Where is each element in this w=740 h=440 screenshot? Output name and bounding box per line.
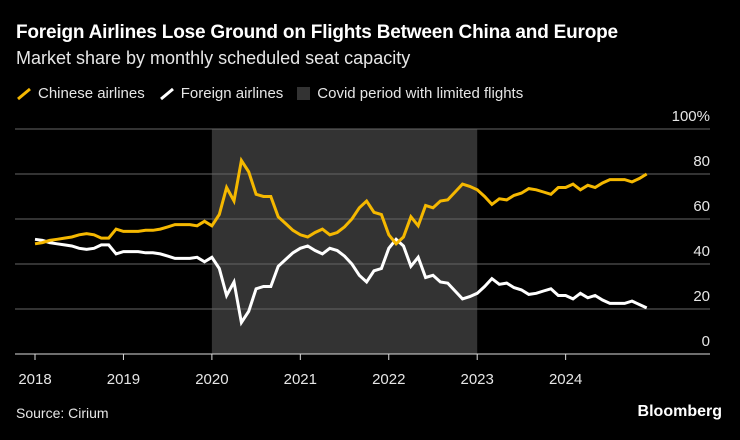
legend-swatch-foreign	[159, 87, 174, 100]
y-tick-label: 80	[693, 153, 710, 170]
y-tick-label: 0	[702, 333, 710, 350]
legend-item-foreign: Foreign airlines	[159, 85, 284, 102]
legend-label: Foreign airlines	[180, 85, 284, 102]
legend-label: Covid period with limited flights	[317, 85, 524, 102]
legend-label: Chinese airlines	[38, 85, 145, 102]
legend-swatch-chinese	[17, 87, 31, 100]
x-tick-label: 2021	[284, 371, 317, 388]
x-tick-label: 2024	[549, 371, 582, 388]
x-tick-label: 2019	[107, 371, 140, 388]
x-tick-label: 2023	[461, 371, 494, 388]
legend-swatch-covid	[297, 86, 311, 100]
bloomberg-logo: Bloomberg	[637, 403, 722, 420]
x-tick-label: 2018	[18, 371, 51, 388]
legend-item-covid: Covid period with limited flights	[297, 85, 523, 102]
x-tick-label: 2020	[195, 371, 228, 388]
y-tick-label: 20	[693, 288, 710, 305]
covid-shaded-region	[211, 129, 478, 354]
chart-title: Foreign Airlines Lose Ground on Flights …	[16, 22, 618, 43]
legend-item-chinese: Chinese airlines	[16, 85, 145, 102]
chart-subtitle: Market share by monthly scheduled seat c…	[16, 48, 411, 68]
x-tick-label: 2022	[372, 371, 405, 388]
series-line-foreign-airlines	[34, 237, 648, 327]
series-line-chinese-airlines	[34, 156, 648, 246]
y-tick-label: 100%	[672, 108, 710, 125]
source-note: Source: Cirium	[16, 405, 109, 421]
y-tick-label: 40	[693, 243, 710, 260]
y-tick-label: 60	[693, 198, 710, 215]
legend: Chinese airlines Foreign airlines Covid …	[16, 85, 523, 102]
